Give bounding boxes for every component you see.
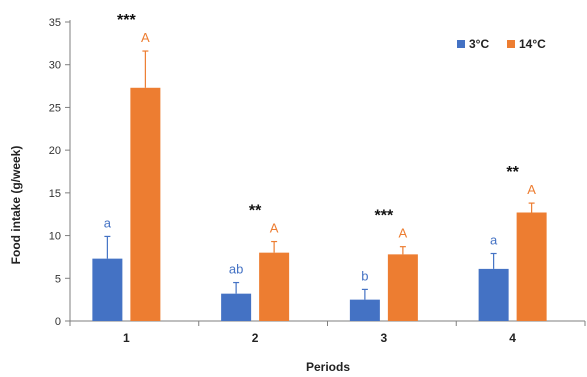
bar [221,293,252,321]
y-tick-label: 5 [55,273,61,285]
y-axis: 0 5 10 15 20 25 30 35 [49,17,71,328]
legend: 3°C 14°C [457,37,546,51]
y-tick-label: 35 [49,17,61,29]
legend-swatch [457,40,465,48]
significance-stars: *** [375,208,394,225]
x-tick-label: 3 [381,331,388,345]
x-tick-label: 1 [123,331,130,345]
y-axis-title: Food intake (g/week) [9,146,23,265]
bar [516,212,547,321]
bar [130,87,161,321]
significance-letter: a [490,233,498,248]
significance-letter: A [527,182,536,197]
x-axis: 1 2 3 4 [69,320,586,345]
legend-swatch [507,40,515,48]
y-tick-label: 25 [49,102,61,114]
bar [349,299,380,321]
significance-letter: ab [229,262,243,277]
y-tick-label: 15 [49,188,61,200]
bar [478,268,509,321]
y-tick-label: 20 [49,145,61,157]
significance-letter: A [270,221,279,236]
significance-letter: A [141,30,150,45]
y-tick-label: 10 [49,231,61,243]
bar [387,254,418,321]
legend-label: 3°C [469,37,489,51]
legend-label: 14°C [519,37,546,51]
x-axis-title: Periods [306,360,350,374]
x-tick-label: 4 [509,331,516,345]
x-tick-label: 2 [252,331,259,345]
y-tick-label: 0 [55,316,61,328]
significance-stars: ** [506,164,519,181]
significance-stars: ** [249,203,262,220]
y-tick-label: 30 [49,60,61,72]
significance-letter: b [361,268,368,283]
bar [92,258,123,321]
significance-letter: a [104,215,112,230]
significance-stars: *** [117,12,136,29]
significance-letter: A [399,226,408,241]
bars: a A *** ab A ** b A *** a A ** [92,12,547,321]
bar [259,252,290,321]
